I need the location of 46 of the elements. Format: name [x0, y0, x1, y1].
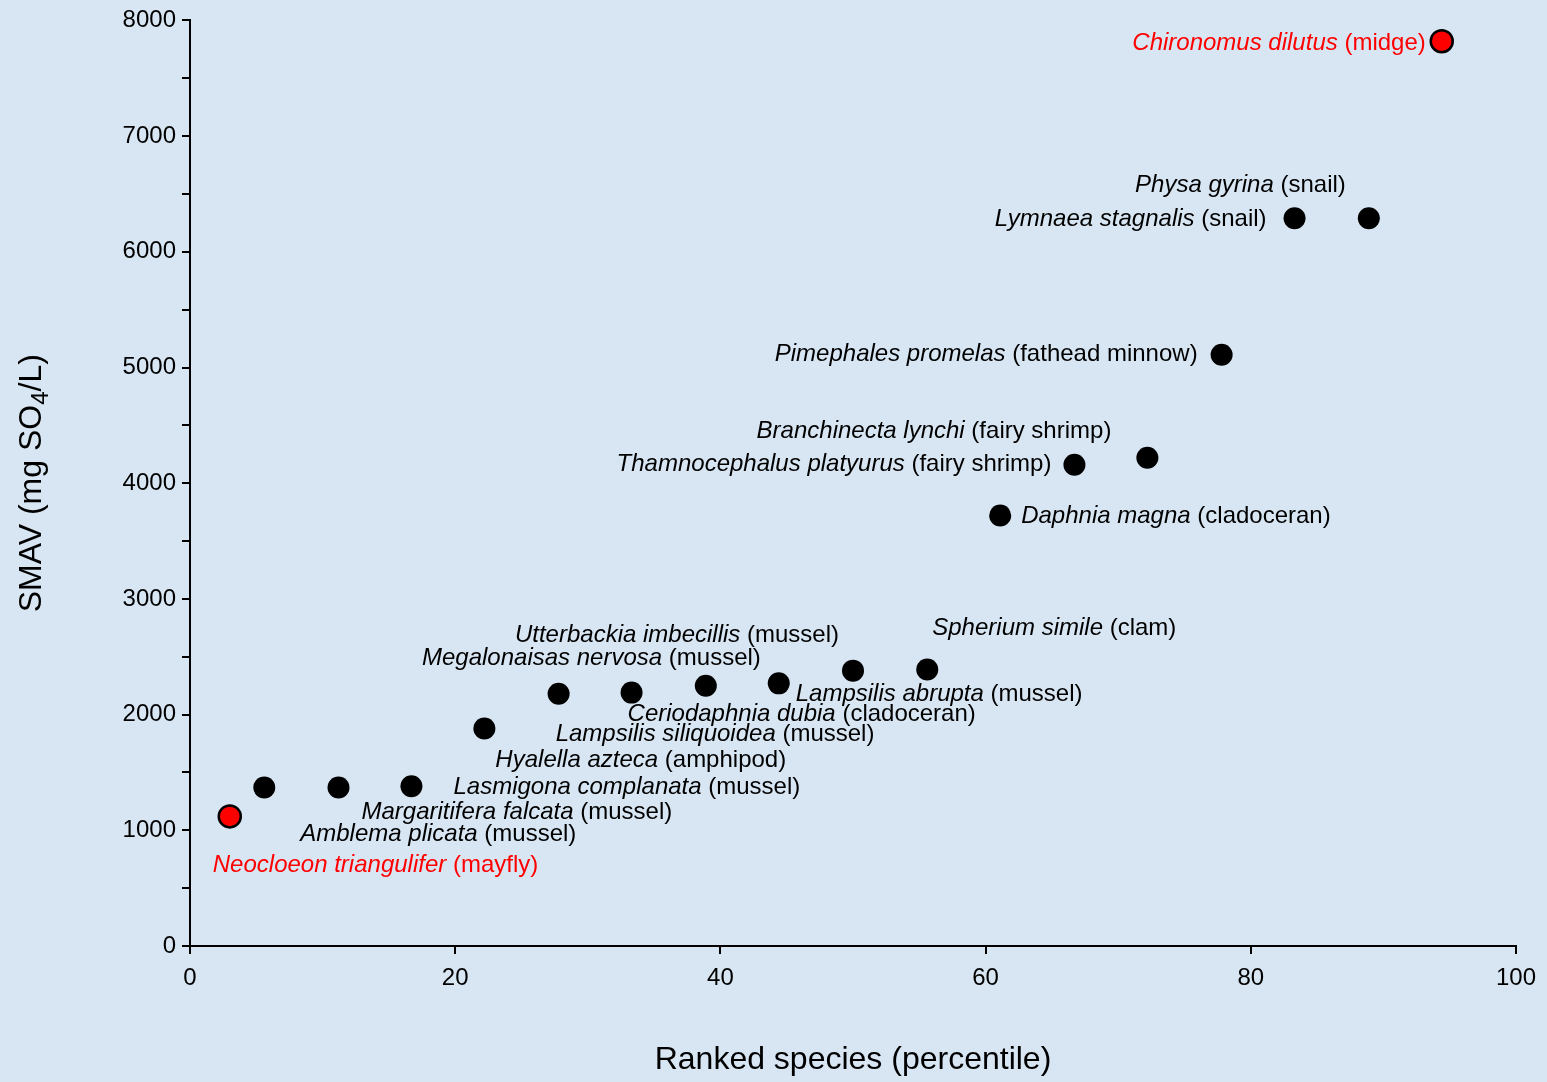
point: [1063, 453, 1086, 476]
point: [1357, 207, 1380, 230]
annotation: Hyalella azteca (amphipod): [495, 745, 787, 773]
y-tick-label: 4000: [122, 467, 176, 495]
point: [1210, 343, 1233, 366]
y-tick-label: 3000: [122, 583, 176, 611]
y-tick-label: 2000: [122, 699, 176, 727]
point: [253, 776, 276, 799]
y-tick-label: 6000: [122, 236, 176, 264]
x-tick-label: 40: [707, 963, 734, 991]
x-tick-label: 20: [441, 963, 469, 991]
point: [1429, 28, 1454, 54]
annotation: Neocloeon triangulifer (mayfly): [212, 850, 539, 878]
x-tick-label: 80: [1237, 963, 1265, 991]
point: [547, 682, 570, 705]
point: [989, 504, 1012, 527]
x-tick-label: 60: [972, 963, 999, 991]
annotation: Chironomus dilutus (midge): [1132, 27, 1426, 55]
annotation: Spherium simile (clam): [932, 613, 1177, 641]
point: [916, 658, 939, 681]
y-tick-label: 5000: [122, 352, 176, 380]
point: [1283, 207, 1306, 230]
point: [694, 674, 717, 697]
point: [217, 804, 243, 829]
point: [327, 776, 350, 799]
point: [473, 717, 496, 740]
y-tick-label: 8000: [122, 5, 176, 33]
y-tick-label: 1000: [122, 814, 176, 842]
x-tick-label: 0: [183, 963, 197, 991]
point: [767, 672, 790, 695]
annotation: Lasmigona complanata (mussel): [453, 771, 801, 800]
x-tick-label: 100: [1495, 963, 1537, 991]
y-axis-title: SMAV (mg SO4/L): [11, 354, 54, 613]
annotation: Daphnia magna (cladoceran): [1021, 501, 1331, 529]
annotation: Lymnaea stagnalis (snail): [994, 203, 1267, 231]
point: [400, 775, 423, 798]
point: [620, 681, 643, 704]
annotation: Physa gyrina (snail): [1135, 169, 1346, 197]
y-tick-label: 0: [162, 930, 176, 958]
point: [842, 659, 864, 682]
annotation: Thamnocephalus platyurus (fairy shrimp): [616, 449, 1052, 477]
point: [1136, 446, 1159, 469]
annotation: Branchinecta lynchi (fairy shrimp): [756, 416, 1112, 444]
y-tick-label: 7000: [122, 120, 176, 148]
x-axis-title: Ranked species (percentile): [654, 1039, 1052, 1076]
annotation: Pimephales promelas (fathead minnow): [774, 339, 1198, 367]
